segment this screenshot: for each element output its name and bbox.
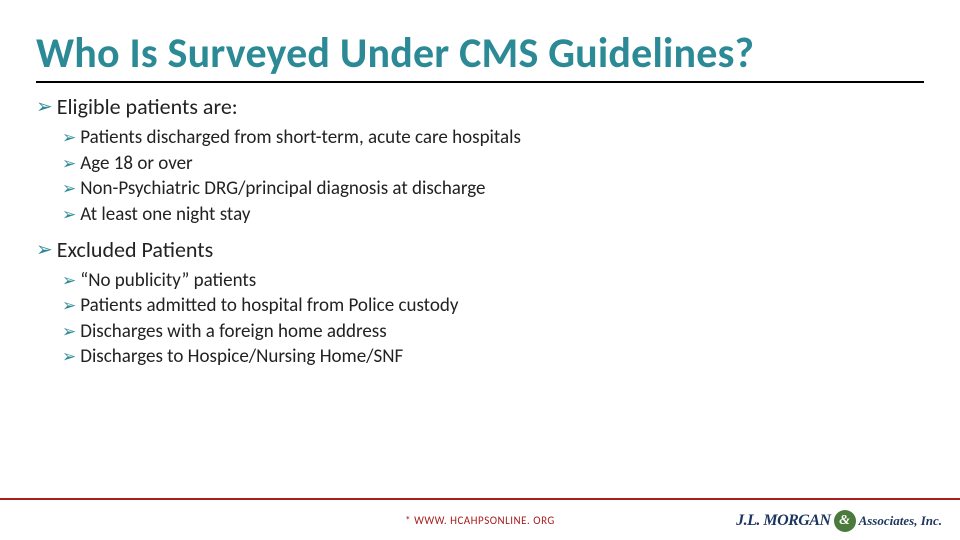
bullet-icon: ➢ (62, 151, 76, 176)
list-item-text: Patients admitted to hospital from Polic… (80, 293, 458, 319)
section-heading-text: Excluded Patients (57, 236, 213, 263)
list-item: ➢ Discharges to Hospice/Nursing Home/SNF (62, 344, 924, 370)
list-item: ➢ “No publicity” patients (62, 268, 924, 294)
footer: * WWW. HCAHPSONLINE. ORG J.L. MORGAN & A… (0, 498, 960, 540)
bullet-icon: ➢ (62, 344, 76, 369)
bullet-icon: ➢ (62, 125, 76, 150)
company-logo: J.L. MORGAN & Associates, Inc. (736, 510, 942, 532)
list-item-text: “No publicity” patients (80, 268, 256, 294)
bullet-icon: ➢ (62, 268, 76, 293)
list-item: ➢ Discharges with a foreign home address (62, 319, 924, 345)
sublist: ➢ “No publicity” patients ➢ Patients adm… (62, 268, 924, 371)
list-item: ➢ Patients discharged from short-term, a… (62, 125, 924, 151)
list-item: ➢ Non-Psychiatric DRG/principal diagnosi… (62, 176, 924, 202)
list-item-text: Discharges with a foreign home address (80, 319, 386, 345)
list-item-text: Discharges to Hospice/Nursing Home/SNF (80, 344, 403, 370)
section-heading: ➢ Eligible patients are: (36, 93, 924, 121)
logo-ampersand-icon: & (834, 510, 856, 532)
bullet-icon: ➢ (62, 176, 76, 201)
list-item: ➢ Age 18 or over (62, 151, 924, 177)
slide: Who Is Surveyed Under CMS Guidelines? ➢ … (0, 0, 960, 540)
section-heading-text: Eligible patients are: (57, 93, 238, 120)
bullet-icon: ➢ (62, 319, 76, 344)
bullet-icon: ➢ (62, 293, 76, 318)
sublist: ➢ Patients discharged from short-term, a… (62, 125, 924, 228)
logo-text-jl: J.L. MORGAN (736, 512, 831, 530)
list-item-text: Patients discharged from short-term, acu… (80, 125, 521, 151)
list-item-text: At least one night stay (80, 202, 250, 228)
list-item-text: Non-Psychiatric DRG/principal diagnosis … (80, 176, 485, 202)
bullet-icon: ➢ (36, 236, 53, 264)
slide-title: Who Is Surveyed Under CMS Guidelines? (36, 28, 924, 83)
logo-text-assoc: Associates, Inc. (859, 513, 942, 529)
footnote: * WWW. HCAHPSONLINE. ORG (405, 514, 555, 527)
bullet-icon: ➢ (62, 202, 76, 227)
list-item: ➢ At least one night stay (62, 202, 924, 228)
bullet-icon: ➢ (36, 93, 53, 121)
section-heading: ➢ Excluded Patients (36, 236, 924, 264)
list-item-text: Age 18 or over (80, 151, 192, 177)
list-item: ➢ Patients admitted to hospital from Pol… (62, 293, 924, 319)
